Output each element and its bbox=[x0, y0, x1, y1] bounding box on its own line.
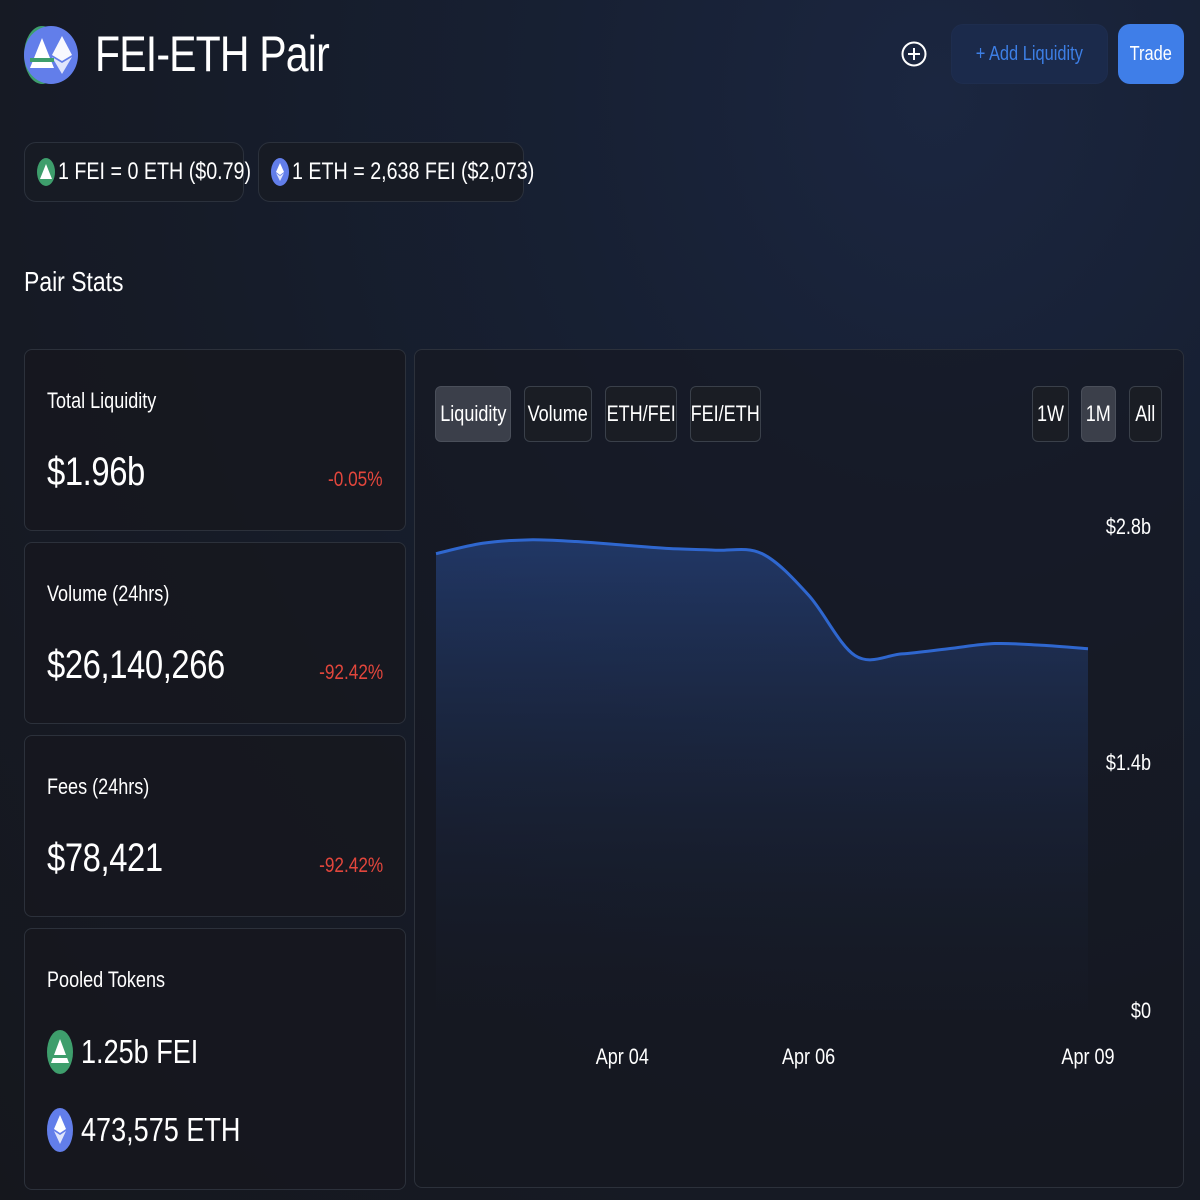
liquidity-chart[interactable]: $2.8b $1.4b $0 Apr 04 Apr 06 Apr 09 bbox=[415, 350, 1185, 1189]
stat-label: Pooled Tokens bbox=[47, 967, 166, 992]
fei-token-icon bbox=[47, 1030, 73, 1074]
eth-price-text: 1 ETH = 2,638 FEI ($2,073) bbox=[292, 158, 535, 185]
range-label: 1M bbox=[1085, 401, 1112, 426]
trade-label: Trade bbox=[1129, 42, 1173, 65]
total-liquidity-card: Total Liquidity $1.96b -0.05% bbox=[24, 349, 406, 531]
range-1w[interactable]: 1W bbox=[1032, 386, 1069, 442]
stat-change: -92.42% bbox=[318, 854, 383, 877]
volume-card: Volume (24hrs) $26,140,266 -92.42% bbox=[24, 542, 406, 724]
section-title: Pair Stats bbox=[24, 266, 124, 297]
fei-price-pill[interactable]: 1 FEI = 0 ETH ($0.79) bbox=[24, 142, 251, 202]
pooled-fei-row[interactable]: 1.25b FEI bbox=[47, 1030, 224, 1074]
stat-change: -0.05% bbox=[328, 468, 383, 491]
tab-liquidity[interactable]: Liquidity bbox=[435, 386, 511, 442]
tab-label: Volume bbox=[527, 401, 589, 426]
range-all[interactable]: All bbox=[1129, 386, 1162, 442]
pooled-eth-row[interactable]: 473,575 ETH bbox=[47, 1108, 275, 1152]
stat-label: Total Liquidity bbox=[47, 388, 157, 413]
stat-value: $26,140,266 bbox=[47, 643, 225, 687]
range-label: 1W bbox=[1036, 401, 1065, 426]
fei-token-icon bbox=[24, 26, 60, 84]
fei-token-icon bbox=[37, 158, 55, 186]
eth-token-icon bbox=[271, 158, 289, 186]
page-title: FEI-ETH Pair bbox=[95, 26, 330, 82]
page-header: FEI-ETH Pair + Add Liquidity Trade bbox=[24, 24, 1184, 86]
stat-change: -92.42% bbox=[318, 661, 383, 684]
chart-card: Liquidity Volume ETH/FEI FEI/ETH 1W 1M A… bbox=[414, 349, 1184, 1188]
range-label: All bbox=[1135, 401, 1156, 426]
header-actions: + Add Liquidity Trade bbox=[901, 24, 1184, 84]
eth-price-pill[interactable]: 1 ETH = 2,638 FEI ($2,073) bbox=[258, 142, 534, 202]
stat-label: Fees (24hrs) bbox=[47, 774, 150, 799]
range-1m[interactable]: 1M bbox=[1081, 386, 1116, 442]
y-tick-label: $2.8b bbox=[1106, 515, 1151, 539]
tab-label: ETH/FEI bbox=[606, 401, 676, 426]
stat-label: Volume (24hrs) bbox=[47, 581, 170, 606]
x-tick-label: Apr 09 bbox=[1061, 1045, 1114, 1069]
eth-token-icon bbox=[47, 1108, 73, 1152]
add-liquidity-label: + Add Liquidity bbox=[976, 42, 1084, 65]
trade-button[interactable]: Trade bbox=[1118, 24, 1184, 84]
add-liquidity-button[interactable]: + Add Liquidity bbox=[951, 24, 1108, 84]
y-tick-label: $1.4b bbox=[1106, 751, 1151, 775]
pooled-fei-amount: 1.25b FEI bbox=[81, 1033, 199, 1070]
liquidity-line bbox=[435, 538, 1089, 662]
tab-eth-fei[interactable]: ETH/FEI bbox=[605, 386, 677, 442]
tab-label: Liquidity bbox=[439, 401, 507, 426]
stat-value: $78,421 bbox=[47, 836, 163, 880]
pooled-eth-amount: 473,575 ETH bbox=[81, 1111, 241, 1148]
fei-price-text: 1 FEI = 0 ETH ($0.79) bbox=[58, 158, 252, 185]
tab-volume[interactable]: Volume bbox=[524, 386, 592, 442]
pair-logos bbox=[24, 26, 78, 84]
x-tick-label: Apr 04 bbox=[596, 1045, 649, 1069]
pooled-tokens-card: Pooled Tokens 1.25b FEI 473,575 ETH bbox=[24, 928, 406, 1190]
fees-card: Fees (24hrs) $78,421 -92.42% bbox=[24, 735, 406, 917]
tab-fei-eth[interactable]: FEI/ETH bbox=[690, 386, 761, 442]
stat-value: $1.96b bbox=[47, 450, 145, 494]
price-pills: 1 FEI = 0 ETH ($0.79) 1 ETH = 2,638 FEI … bbox=[24, 142, 538, 202]
x-tick-label: Apr 06 bbox=[782, 1045, 835, 1069]
eth-token-icon bbox=[24, 26, 78, 84]
plus-circle-icon[interactable] bbox=[901, 41, 927, 67]
liquidity-area bbox=[436, 539, 1088, 1010]
y-tick-label: $0 bbox=[1131, 999, 1151, 1023]
tab-label: FEI/ETH bbox=[690, 401, 761, 426]
